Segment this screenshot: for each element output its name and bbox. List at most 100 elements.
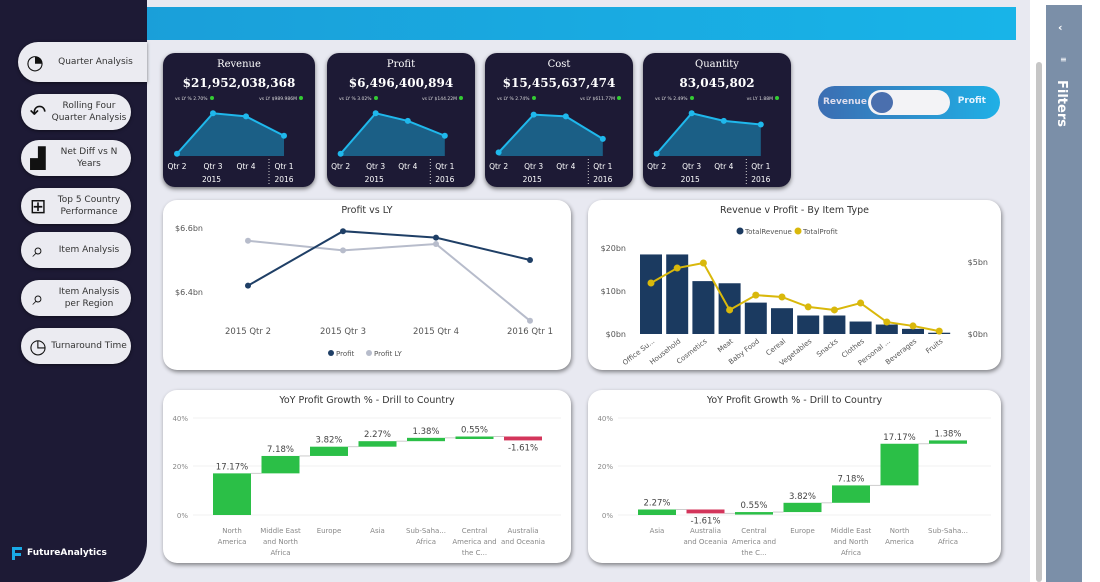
year-label: 2016 — [751, 175, 770, 184]
waterfall-bar — [735, 512, 773, 515]
revenue-bar — [771, 308, 793, 334]
up-indicator-icon — [299, 96, 303, 100]
nav-item-analysis-per-region[interactable]: ⌕ Item Analysis per Region — [21, 280, 131, 316]
profit-point — [673, 264, 681, 272]
waterfall-bar — [407, 437, 445, 442]
nav-rolling-four-quarter-analysis[interactable]: ↶ Rolling Four Quarter Analysis — [21, 94, 131, 130]
data-label: 3.82% — [789, 492, 816, 502]
nav-item-analysis[interactable]: ⌕ Item Analysis — [21, 232, 131, 268]
x-tick-label: Europe — [790, 527, 815, 535]
x-tick-label: 2016 Qtr 1 — [507, 327, 553, 337]
y-right-tick: $5bn — [968, 258, 988, 267]
y-left-tick: $20bn — [601, 244, 626, 253]
chart-title: YoY Profit Growth % - Drill to Country — [279, 395, 455, 406]
collapse-chevron-icon[interactable]: ‹ — [1058, 21, 1063, 34]
kpi-sparkline: Qtr 2 Qtr 3 Qtr 4 Qtr 1 2015 2016 — [647, 110, 771, 185]
kpi-title: Profit — [386, 59, 416, 70]
sparkline-line — [497, 113, 604, 154]
nav-quarter-analysis[interactable]: ◔ Quarter Analysis — [18, 42, 147, 82]
kpi-card-profit[interactable]: Profit $6,496,400,894 vs LY % 3.02% vs LY… — [327, 53, 475, 187]
nav-net-diff-vs-n-years[interactable]: ▟ Net Diff vs N Years — [21, 140, 131, 176]
sparkline-point — [174, 150, 180, 157]
data-label: 7.18% — [267, 445, 294, 455]
waterfall-bar — [832, 485, 870, 503]
year-label: 2015 — [365, 175, 384, 184]
year-label: 2016 — [435, 175, 454, 184]
sparkline-point — [404, 117, 411, 124]
chart-title: Profit vs LY — [341, 205, 393, 216]
sparkline-point — [720, 117, 727, 124]
waterfall-bar — [638, 509, 676, 515]
sparkline-point — [688, 110, 695, 117]
x-tick-label: America — [885, 538, 914, 546]
toggle-knob[interactable] — [871, 92, 893, 113]
sparkline-point — [441, 132, 448, 139]
data-label: 2.27% — [643, 498, 670, 508]
nav-label: Turnaround Time — [51, 341, 127, 351]
profit-point — [857, 299, 865, 307]
x-tick-label: 2015 Qtr 2 — [225, 327, 271, 337]
kpi-vs-pct: vs LY % 3.02% — [339, 96, 378, 102]
year-label: 2015 — [202, 175, 221, 184]
nav-label: Top 5 Country Performance — [57, 195, 121, 217]
waterfall-bar — [213, 473, 251, 515]
nav-turnaround-time[interactable]: ◷ Turnaround Time — [21, 328, 131, 364]
x-tick-label: Snacks — [815, 337, 840, 359]
quarter-label: Qtr 1 — [751, 162, 770, 171]
data-label: -1.61% — [508, 443, 538, 453]
kpi-vs-pct: vs LY % 2.70% — [175, 96, 214, 102]
up-indicator-icon — [373, 96, 378, 100]
nav-label: Net Diff vs N Years — [60, 147, 118, 169]
series-line-1 — [247, 239, 531, 322]
data-label: 3.82% — [315, 436, 342, 446]
y-tick-label: 0% — [602, 512, 613, 520]
sparkline-line — [655, 112, 761, 155]
profit-line — [650, 261, 940, 333]
revenue-bar — [797, 315, 820, 334]
kpi-card-quantity[interactable]: Quantity 83,045,802 vs LY % 2.49% vs LY 1… — [643, 53, 791, 187]
kpi-card-cost[interactable]: Cost $15,455,637,474 vs LY % 2.74% vs LY … — [485, 53, 633, 187]
nav-top-5-country-performance[interactable]: ⊞ Top 5 Country Performance — [21, 188, 131, 224]
y-tick-label: 0% — [177, 512, 188, 520]
quarter-label: Qtr 1 — [274, 162, 293, 171]
waterfall-bar — [929, 440, 967, 444]
bar-growth-icon: ▟ — [30, 146, 46, 170]
data-label: 17.17% — [216, 462, 248, 472]
x-tick-label: and Oceania — [501, 538, 545, 546]
x-tick-label: North — [222, 527, 242, 535]
x-tick-label: Australia — [690, 527, 721, 535]
kpi-title: Quantity — [695, 59, 739, 70]
filters-label: Filters — [1054, 80, 1069, 127]
quarter-label: Qtr 3 — [203, 162, 222, 171]
magnifier-chart-icon: ⌕ — [32, 286, 44, 310]
revenue-profit-toggle[interactable]: Revenue Profit — [818, 86, 1000, 119]
revenue-bar — [744, 302, 767, 334]
kpi-sparkline: Qtr 2 Qtr 3 Qtr 4 Qtr 1 2015 2016 — [167, 110, 294, 185]
yoy-growth-card-1: YoY Profit Growth % - Drill to Country 0%… — [163, 390, 571, 563]
y-tick-label: 40% — [597, 415, 613, 423]
quarter-label: Qtr 4 — [398, 162, 417, 171]
x-tick-label: Asia — [650, 527, 665, 535]
header-bar — [140, 7, 1016, 40]
legend-label: TotalProfit — [802, 228, 838, 236]
profit-point — [830, 306, 838, 314]
kpi-value: $6,496,400,894 — [348, 76, 454, 90]
yoy-growth-card-2: YoY Profit Growth % - Drill to Country 0%… — [588, 390, 1001, 563]
logo-icon — [12, 547, 22, 560]
data-point — [433, 234, 439, 241]
legend-label: Profit LY — [374, 350, 402, 358]
sparkline-point — [281, 132, 287, 139]
quarter-label: Qtr 2 — [489, 162, 508, 171]
kpi-vs-abs: vs LY $144.22M — [422, 96, 463, 102]
filters-pane[interactable]: ‹ ≡ Filters — [1046, 5, 1082, 582]
scrollbar[interactable] — [1036, 62, 1042, 582]
x-tick-label: and Oceania — [683, 538, 727, 546]
kpi-card-revenue[interactable]: Revenue $21,952,038,368 vs LY % 2.70% vs … — [163, 53, 315, 187]
data-point — [527, 317, 533, 324]
kpi-vs-abs: vs LY $989.986M — [259, 96, 303, 102]
x-tick-label: Middle East — [260, 527, 301, 535]
profit-point — [778, 293, 786, 301]
filter-icon: ≡ — [1060, 55, 1067, 64]
magnifier-chart-icon: ⌕ — [32, 238, 44, 262]
sparkline-point — [372, 110, 379, 117]
